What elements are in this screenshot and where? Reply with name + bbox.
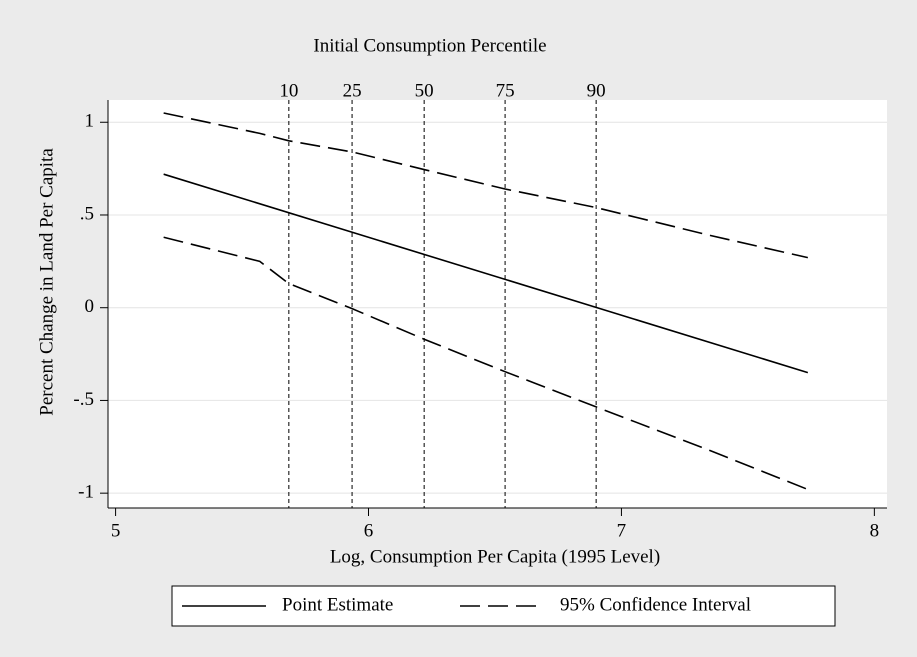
x-tick-label: 8 <box>870 520 880 541</box>
percentile-label: 25 <box>343 80 362 101</box>
series-line <box>163 173 809 374</box>
series-line <box>163 112 809 259</box>
percentile-label: 75 <box>496 80 515 101</box>
top-axis-title: Initial Consumption Percentile <box>313 35 546 56</box>
x-tick-label: 5 <box>111 520 121 541</box>
y-tick-label: -.5 <box>73 389 94 410</box>
legend-label: 95% Confidence Interval <box>560 594 751 615</box>
y-axis-label: Percent Change in Land Per Capita <box>36 148 57 416</box>
legend-label: Point Estimate <box>282 594 393 615</box>
y-tick-label: -1 <box>78 482 94 503</box>
series-line-lower <box>163 236 809 491</box>
plot-area <box>108 100 887 508</box>
percentile-label: 10 <box>279 80 298 101</box>
x-tick-label: 6 <box>364 520 374 541</box>
percentile-label: 90 <box>587 80 606 101</box>
y-tick-label: .5 <box>80 203 94 224</box>
percentile-label: 50 <box>415 80 434 101</box>
y-tick-label: 1 <box>85 111 95 132</box>
x-axis-label: Log, Consumption Per Capita (1995 Level) <box>330 546 660 567</box>
y-tick-label: 0 <box>85 296 95 317</box>
x-tick-label: 7 <box>617 520 627 541</box>
